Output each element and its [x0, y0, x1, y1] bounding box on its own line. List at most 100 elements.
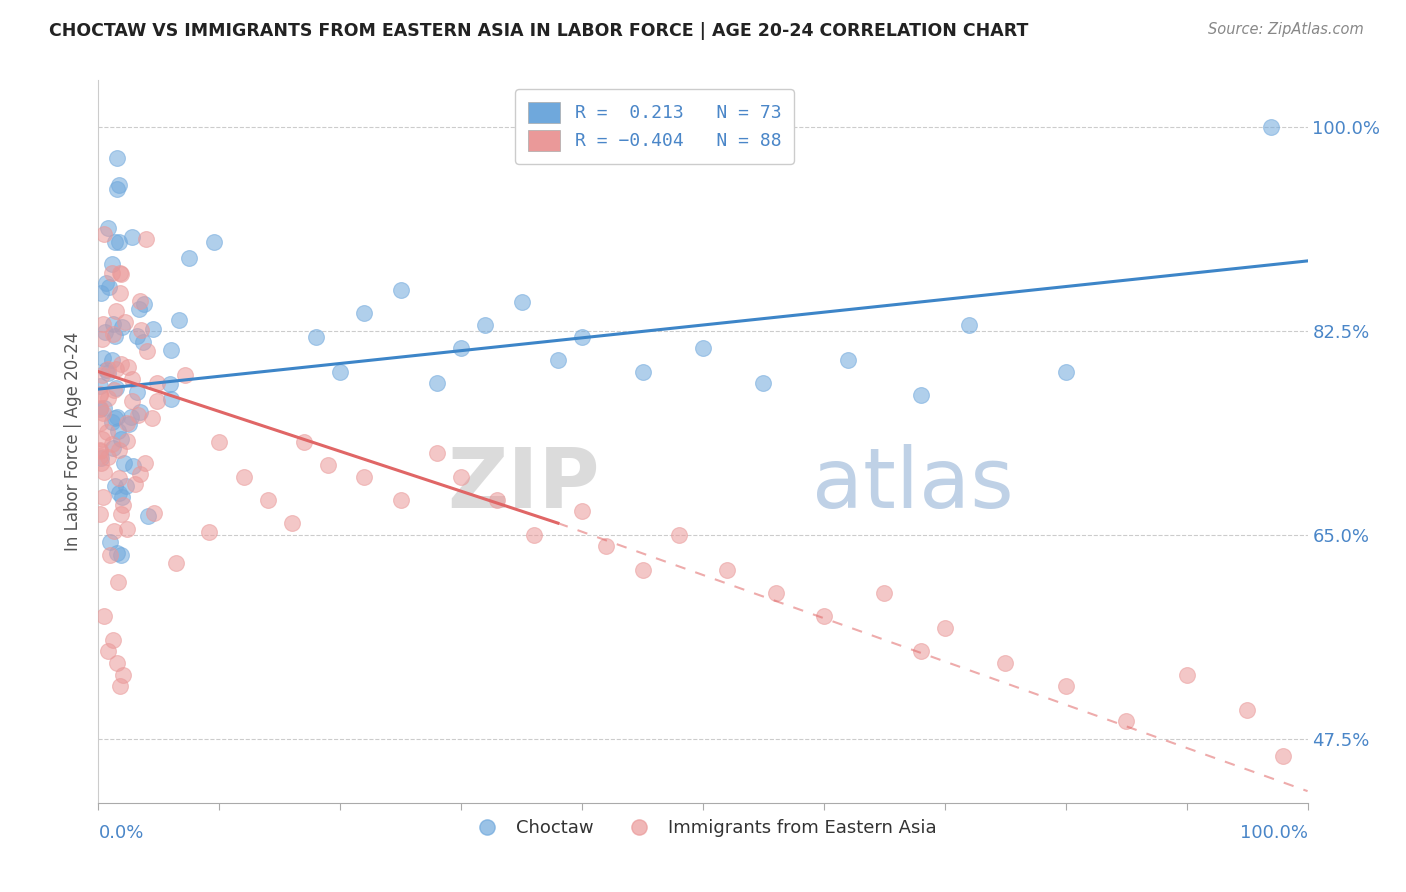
Point [110, 508, 132, 522]
Point [131, 334, 153, 349]
Point [91, 406, 114, 420]
Point [1260, 120, 1282, 134]
Point [97, 280, 120, 294]
Point [813, 609, 835, 624]
Point [124, 476, 146, 491]
Point [232, 469, 254, 483]
Point [571, 504, 593, 518]
Point [127, 408, 149, 422]
Point [160, 392, 183, 406]
Point [110, 548, 132, 562]
Point [104, 235, 127, 249]
Point [128, 294, 150, 309]
Point [89, 386, 111, 401]
Point [145, 393, 167, 408]
Point [134, 456, 156, 470]
Point [165, 556, 187, 570]
Point [98, 535, 121, 549]
Point [115, 522, 138, 536]
Point [1236, 702, 1258, 716]
Point [91, 351, 114, 366]
Point [256, 492, 278, 507]
Point [110, 432, 132, 446]
Point [957, 318, 980, 332]
Point [426, 376, 449, 391]
Text: CHOCTAW VS IMMIGRANTS FROM EASTERN ASIA IN LABOR FORCE | AGE 20-24 CORRELATION C: CHOCTAW VS IMMIGRANTS FROM EASTERN ASIA … [49, 22, 1029, 40]
Point [91, 490, 114, 504]
Point [450, 469, 472, 483]
Point [105, 409, 128, 424]
Point [93, 465, 115, 479]
Point [115, 416, 138, 430]
Point [89, 507, 111, 521]
Point [98, 548, 121, 562]
Point [89, 401, 111, 415]
Point [101, 317, 124, 331]
Point [103, 383, 125, 397]
Point [89, 401, 111, 416]
Point [994, 656, 1017, 670]
Point [145, 376, 167, 391]
Point [101, 415, 124, 429]
Point [316, 458, 339, 472]
Point [910, 388, 932, 402]
Point [94, 325, 117, 339]
Point [115, 479, 138, 493]
Point [128, 467, 150, 482]
Point [101, 326, 124, 341]
Point [97, 362, 120, 376]
Point [90, 285, 112, 300]
Point [128, 301, 150, 316]
Point [108, 471, 131, 485]
Point [90, 450, 112, 465]
Point [107, 546, 129, 560]
Point [105, 151, 128, 165]
Point [1272, 749, 1295, 764]
Point [111, 667, 134, 681]
Point [389, 283, 412, 297]
Point [127, 329, 149, 343]
Point [101, 353, 124, 368]
Point [121, 458, 143, 473]
Point [1175, 667, 1198, 681]
Point [101, 442, 124, 456]
Point [169, 312, 191, 326]
Point [547, 353, 569, 368]
Point [934, 621, 956, 635]
Y-axis label: In Labor Force | Age 20-24: In Labor Force | Age 20-24 [65, 332, 83, 551]
Point [107, 575, 129, 590]
Point [93, 401, 115, 415]
Point [837, 353, 859, 368]
Point [121, 229, 143, 244]
Point [486, 492, 509, 507]
Point [281, 516, 304, 530]
Point [110, 267, 132, 281]
Point [129, 405, 152, 419]
Point [716, 563, 738, 577]
Point [91, 432, 114, 446]
Point [571, 329, 593, 343]
Point [631, 365, 654, 379]
Point [100, 436, 122, 450]
Point [135, 344, 157, 359]
Point [101, 266, 124, 280]
Text: ZIP: ZIP [447, 444, 600, 525]
Point [108, 266, 131, 280]
Point [96, 425, 118, 440]
Text: atlas: atlas [811, 444, 1014, 525]
Point [89, 449, 111, 463]
Point [110, 286, 132, 301]
Point [108, 679, 131, 693]
Point [90, 456, 112, 470]
Point [121, 372, 143, 386]
Point [1054, 679, 1077, 693]
Point [450, 341, 472, 355]
Point [111, 498, 134, 512]
Point [305, 329, 328, 343]
Point [1115, 714, 1137, 729]
Point [173, 368, 195, 383]
Point [97, 450, 120, 464]
Point [89, 379, 111, 393]
Point [103, 479, 125, 493]
Point [114, 315, 136, 329]
